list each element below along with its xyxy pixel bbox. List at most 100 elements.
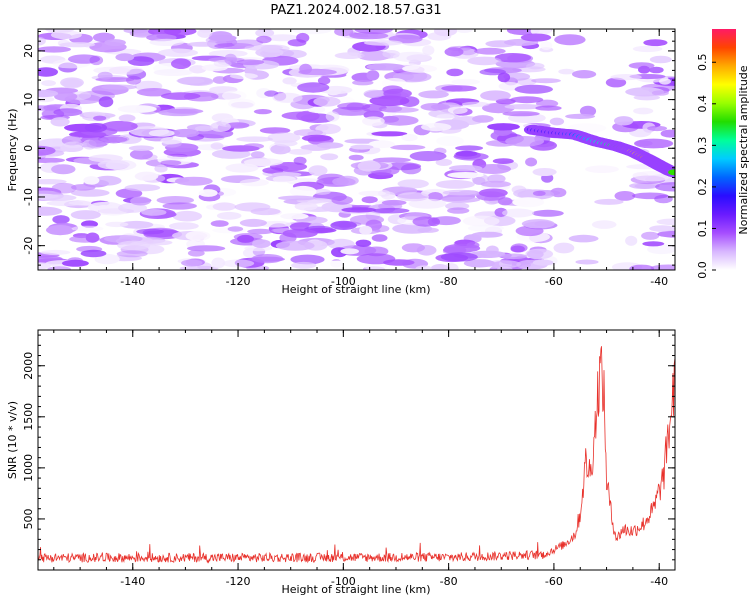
heatmap-cell [212,202,237,211]
heatmap-cell [108,66,144,75]
heatmap-cell [659,78,671,85]
heatmap-cell [185,230,211,241]
snr-xlabel: Height of straight line (km) [281,583,430,596]
heatmap-cell [83,176,100,185]
heatmap-cell [318,260,358,269]
heatmap-cell [216,211,242,220]
heatmap-cell [227,226,244,232]
heatmap-cell [503,72,531,81]
y-tick-label: 0 [22,145,35,152]
heatmap-cell [350,144,374,150]
heatmap-cell [370,225,390,233]
heatmap-cell [287,148,313,155]
heatmap-cell [532,259,554,266]
heatmap-cell [262,167,284,174]
heatmap-cell [136,88,172,97]
snr-panel: -140 -120 -100 -80 -60 -40 500 1000 1500 2000 Hei… [6,329,676,596]
spectrogram-frame [37,28,676,271]
heatmap-cell [440,252,478,262]
ridge-cell [668,169,675,176]
heatmap-cell [474,164,511,174]
heatmap-cell [291,261,317,269]
heatmap-cell [154,164,168,173]
heatmap-cell [52,215,70,224]
heatmap-cell [359,225,373,235]
heatmap-cell [187,41,219,47]
y-tick-label: 2000 [22,352,35,380]
heatmap-cell [361,196,378,204]
heatmap-cell [313,188,331,195]
heatmap-cell [610,74,642,81]
heatmap-cell [294,202,318,211]
heatmap-cell [134,171,159,181]
colorbar: 0.0 0.1 0.2 0.3 0.4 0.5 Normalized spectral a… [696,29,750,279]
heatmap-cell [356,253,396,265]
heatmap-cell [435,158,453,166]
heatmap-cell [38,105,58,111]
snr-ticks: -140 -120 -100 -80 -60 -40 500 1000 1500 2000 [22,330,675,588]
y-tick-label: 20 [22,44,35,58]
heatmap-cell [160,92,201,100]
heatmap-cell [513,188,539,198]
heatmap-cell [236,59,265,65]
heatmap-cell [467,224,504,232]
heatmap-cell [153,69,193,76]
heatmap-cell [625,235,638,246]
heatmap-cell [71,225,104,232]
heatmap-cell [501,208,535,218]
heatmap-cell [446,68,464,77]
heatmap-cell [633,171,671,182]
heatmap-cell [330,220,357,230]
heatmap-cell [158,48,199,57]
heatmap-cell [282,228,318,238]
heatmap-cell [267,132,301,143]
heatmap-cell [251,254,284,264]
x-tick-label: -80 [440,275,458,288]
heatmap-cell [647,125,668,132]
heatmap-cell [46,225,75,236]
heatmap-cell [38,206,63,216]
heatmap-cell [38,36,46,46]
heatmap-cell [348,154,364,161]
heatmap-cell [415,265,433,270]
heatmap-cell [271,172,302,177]
heatmap-cell [641,231,660,240]
heatmap-cell [591,220,617,229]
heatmap-cell [337,102,371,110]
heatmap-cell [352,80,374,86]
heatmap-cell [594,198,624,205]
colorbar-tick-label: 0.1 [696,220,709,238]
heatmap-cell [293,129,323,137]
heatmap-cell [291,29,332,35]
heatmap-cell [169,222,199,230]
heatmap-cell [124,184,161,192]
heatmap-cell [575,259,599,265]
heatmap-cell [308,165,328,176]
heatmap-cell [181,259,203,267]
heatmap-cell [478,188,508,198]
heatmap-cell [239,178,269,187]
heatmap-cell [525,248,554,260]
heatmap-cell [436,114,455,120]
heatmap-cell [643,39,668,47]
heatmap-cell [256,35,272,44]
heatmap-cell [41,80,56,87]
heatmap-cell [554,34,586,46]
heatmap-cell [51,164,76,175]
heatmap-cell [212,76,227,84]
heatmap-cell [156,196,194,205]
heatmap-cell [494,53,532,63]
heatmap-cell [453,152,489,161]
heatmap-cell [186,245,226,252]
heatmap-cell [179,265,219,270]
heatmap-cell [372,207,410,214]
heatmap-cell [117,240,151,251]
heatmap-cell [228,98,256,110]
heatmap-cell [512,197,545,208]
heatmap-cell [68,54,100,64]
heatmap-cell [532,190,546,196]
heatmap-cell [638,65,651,74]
heatmap-cell [605,77,627,88]
